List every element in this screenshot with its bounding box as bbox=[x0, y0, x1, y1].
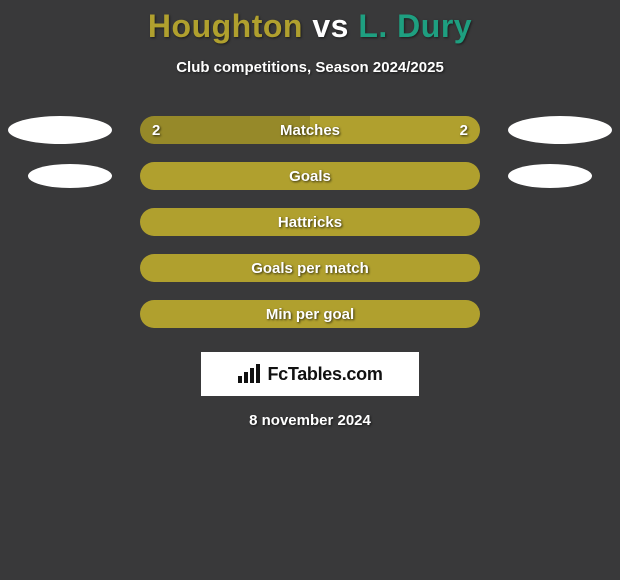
side-marker-right bbox=[508, 164, 592, 188]
footer-date: 8 november 2024 bbox=[0, 412, 620, 429]
stat-row: Goals bbox=[0, 162, 620, 190]
player2-name: L. Dury bbox=[358, 8, 472, 44]
player1-name: Houghton bbox=[148, 8, 303, 44]
stat-bar: Goals per match bbox=[140, 254, 480, 282]
vs-text: vs bbox=[312, 8, 349, 44]
stat-row: Goals per match bbox=[0, 254, 620, 282]
page-title: Houghton vs L. Dury bbox=[0, 0, 620, 45]
brand-logo: FcTables.com bbox=[201, 352, 419, 396]
stat-row: 2 Matches 2 bbox=[0, 116, 620, 144]
stat-bar: Goals bbox=[140, 162, 480, 190]
stat-label: Goals per match bbox=[251, 260, 369, 277]
stat-bar: Min per goal bbox=[140, 300, 480, 328]
stat-label: Goals bbox=[289, 168, 331, 185]
stat-label: Hattricks bbox=[278, 214, 342, 231]
side-marker-right bbox=[508, 116, 612, 144]
brand-text: FcTables.com bbox=[267, 364, 382, 385]
bar-chart-icon bbox=[237, 364, 263, 384]
comparison-chart: 2 Matches 2 Goals Hattricks Goals per ma… bbox=[0, 116, 620, 328]
stat-value-right: 2 bbox=[460, 122, 468, 139]
side-marker-left bbox=[28, 164, 112, 188]
stat-label: Min per goal bbox=[266, 306, 354, 323]
stat-row: Hattricks bbox=[0, 208, 620, 236]
side-marker-left bbox=[8, 116, 112, 144]
stat-row: Min per goal bbox=[0, 300, 620, 328]
stat-bar: 2 Matches 2 bbox=[140, 116, 480, 144]
stat-value-left: 2 bbox=[152, 122, 160, 139]
stat-bar: Hattricks bbox=[140, 208, 480, 236]
stat-label: Matches bbox=[280, 122, 340, 139]
subtitle: Club competitions, Season 2024/2025 bbox=[0, 59, 620, 76]
